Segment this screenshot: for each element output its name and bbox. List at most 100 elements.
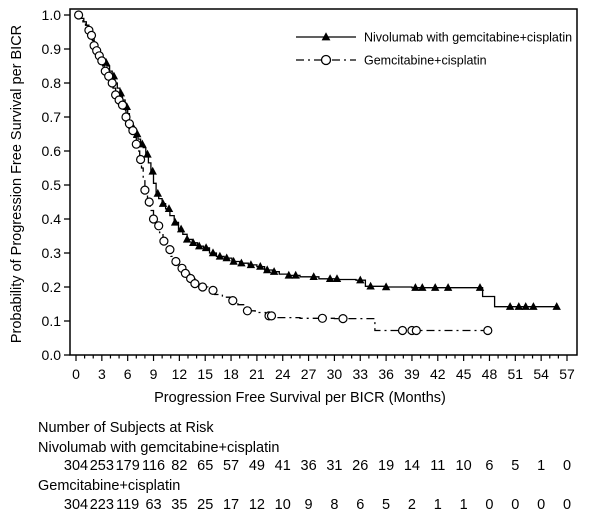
at-risk-group-label-gemcitabine: Gemcitabine+cisplatin <box>38 478 181 494</box>
at-risk-count: 9 <box>304 497 313 513</box>
censor-filled-triangle-icon <box>208 248 218 257</box>
censor-open-circle-icon <box>266 311 277 321</box>
censor-open-circle-icon <box>338 314 348 324</box>
censor-filled-triangle-icon <box>153 188 162 197</box>
at-risk-count: 49 <box>248 458 265 474</box>
censor-filled-triangle-icon <box>521 302 530 310</box>
censor-filled-triangle-icon <box>552 302 561 310</box>
censor-filled-triangle-icon <box>418 283 427 291</box>
censor-filled-triangle-icon <box>201 243 211 252</box>
at-risk-title: Number of Subjects at Risk <box>38 420 214 436</box>
censor-filled-triangle-icon <box>237 258 246 267</box>
at-risk-count: 119 <box>116 497 140 513</box>
censor-filled-triangle-icon <box>475 283 485 291</box>
censor-open-circle-icon <box>171 256 181 267</box>
at-risk-count: 2 <box>407 497 416 513</box>
x-tick-label: 36 <box>378 366 394 382</box>
censor-filled-triangle-icon <box>229 256 238 265</box>
censor-filled-triangle-icon <box>381 282 391 291</box>
at-risk-count: 223 <box>89 497 114 513</box>
censor-filled-triangle-icon <box>222 253 231 262</box>
censor-open-circle-icon <box>198 282 208 292</box>
censor-filled-triangle-icon <box>215 251 225 260</box>
at-risk-count: 63 <box>145 497 162 513</box>
y-tick-label: 0.6 <box>42 143 62 159</box>
censor-filled-triangle-icon <box>284 270 293 279</box>
at-risk-count: 57 <box>222 458 240 474</box>
plot-frame <box>69 8 578 356</box>
censor-open-circle-icon <box>128 126 138 136</box>
at-risk-count: 5 <box>382 497 391 513</box>
at-risk-count: 36 <box>300 458 317 474</box>
censor-filled-triangle-icon <box>246 260 256 269</box>
censor-open-circle-icon <box>242 306 252 316</box>
censor-filled-triangle-icon <box>263 265 272 274</box>
at-risk-count: 65 <box>197 458 214 474</box>
x-tick-label: 24 <box>275 366 291 382</box>
x-tick-label: 27 <box>301 366 317 382</box>
censor-filled-triangle-icon <box>176 224 186 233</box>
censor-open-circle-icon <box>148 214 159 224</box>
x-tick-label: 42 <box>430 366 446 382</box>
censor-filled-triangle-icon <box>143 149 152 158</box>
y-tick-label: 0.1 <box>42 313 62 329</box>
y-tick-label: 0.5 <box>42 177 62 193</box>
at-risk-count: 10 <box>274 497 291 513</box>
x-tick-label: 54 <box>533 366 549 382</box>
at-risk-count: 1 <box>433 497 442 513</box>
censor-filled-triangle-icon <box>133 129 142 138</box>
censor-open-circle-icon <box>144 197 154 207</box>
censor-open-circle-icon <box>228 296 238 306</box>
y-tick-label: 0.0 <box>42 347 62 363</box>
x-tick-label: 51 <box>508 366 524 382</box>
at-risk-count: 0 <box>511 497 520 513</box>
censor-open-circle-icon <box>86 30 97 41</box>
at-risk-count: 5 <box>511 458 520 474</box>
censor-filled-triangle-icon <box>356 275 365 284</box>
censor-open-circle-icon <box>483 325 493 336</box>
censor-filled-triangle-icon <box>158 199 168 207</box>
x-tick-label: 30 <box>327 366 343 382</box>
censor-open-circle-icon <box>397 325 408 336</box>
at-risk-count: 6 <box>485 458 494 474</box>
at-risk-count: 1 <box>537 458 546 474</box>
km-curve-gemcitabine+cisplatin <box>76 14 488 332</box>
at-risk-count: 1 <box>459 497 468 513</box>
at-risk-count: 25 <box>197 497 214 513</box>
censor-filled-triangle-icon <box>291 270 300 279</box>
at-risk-count: 0 <box>485 497 494 513</box>
censor-filled-triangle-icon <box>443 283 453 291</box>
censor-open-circle-icon <box>140 185 150 195</box>
y-tick-label: 0.9 <box>42 41 62 57</box>
at-risk-count: 19 <box>378 458 395 474</box>
x-tick-label: 3 <box>98 366 106 382</box>
censor-filled-triangle-icon <box>431 283 440 291</box>
censor-filled-triangle-icon <box>411 283 420 291</box>
censor-filled-triangle-icon <box>182 234 192 243</box>
x-tick-label: 21 <box>249 366 265 382</box>
km-plot: 1.00.90.80.70.60.50.40.30.20.10.00 3 6 9 12 1… <box>42 7 578 382</box>
censor-open-circle-icon <box>97 56 107 66</box>
x-tick-label: 45 <box>456 366 472 382</box>
censor-filled-triangle-icon <box>325 274 335 282</box>
censor-open-circle-icon <box>131 139 141 149</box>
x-tick-label: 48 <box>482 366 498 382</box>
at-risk-count: 31 <box>326 458 343 474</box>
y-tick-label: 0.7 <box>42 109 62 125</box>
censor-filled-triangle-icon <box>148 166 157 175</box>
x-tick-label: 15 <box>197 366 213 382</box>
x-tick-label: 0 <box>72 366 80 382</box>
censor-open-circle-icon <box>208 285 218 295</box>
at-risk-count: 304 <box>63 497 89 513</box>
at-risk-row-1: 304 223 119 63 35 25 17 12 10 9 8 6 5 2 1 1 0 0 0 0 <box>0 497 606 514</box>
at-risk-count: 41 <box>274 458 291 474</box>
y-tick-label: 0.8 <box>42 75 62 91</box>
at-risk-count: 253 <box>89 458 114 474</box>
at-risk-count: 10 <box>455 458 472 474</box>
censor-open-circle-icon <box>159 236 169 246</box>
y-tick-label: 0.4 <box>42 211 62 227</box>
at-risk-count: 12 <box>248 497 265 513</box>
legend-open-circle-icon <box>320 54 332 66</box>
x-tick-label: 12 <box>172 366 188 382</box>
